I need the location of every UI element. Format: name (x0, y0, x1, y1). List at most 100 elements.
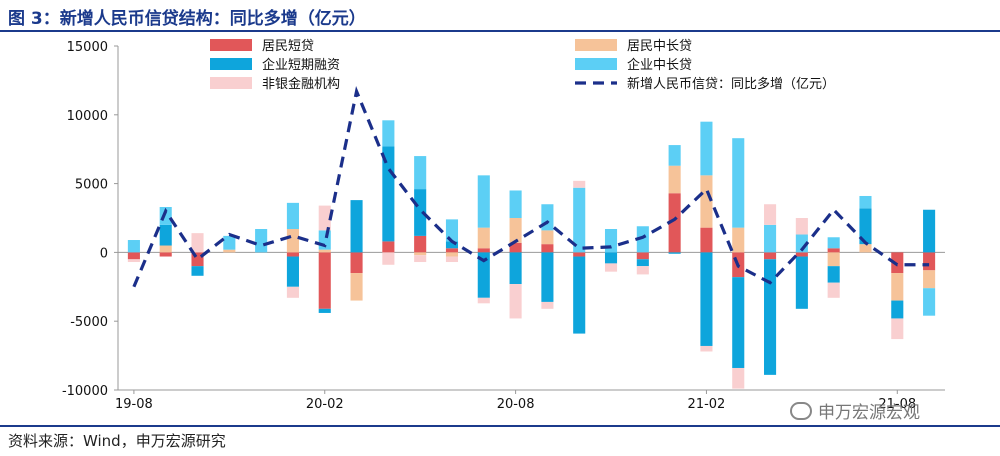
bar-segment (445, 219, 459, 242)
bar-segment (827, 282, 840, 298)
legend-label: 非银金融机构 (262, 76, 340, 92)
legend-swatch (210, 58, 252, 70)
bar-segment (350, 200, 363, 253)
bar-segment (414, 189, 427, 236)
y-tick-label: 10000 (67, 109, 108, 124)
bar-segment (700, 121, 713, 176)
bar-segment (795, 252, 808, 257)
bar-segment (541, 244, 554, 253)
chart-line (132, 85, 930, 288)
legend-swatch (210, 77, 252, 89)
title-divider (0, 30, 1000, 32)
bar-segment (159, 245, 172, 253)
bar-segment (573, 252, 586, 257)
x-tick-label: 21-02 (688, 397, 726, 412)
bar-segment (318, 205, 331, 231)
bar-segment (382, 252, 395, 265)
bar-segment (286, 229, 299, 253)
bar-segment (350, 252, 363, 274)
bar-segment (764, 252, 777, 260)
bar-segment (764, 204, 777, 225)
bar-segment (127, 259, 140, 263)
x-tick-label: 20-08 (497, 397, 535, 412)
bar-segment (477, 227, 490, 249)
bar-segment (859, 244, 872, 253)
bar-segment (509, 252, 522, 285)
chart-bars (127, 120, 936, 389)
bar-segment (414, 235, 427, 253)
bar-segment (541, 301, 554, 309)
bar-segment (255, 229, 268, 253)
legend-label: 居民中长贷 (627, 39, 692, 54)
bar-segment (445, 256, 459, 263)
y-tick-label: 5000 (75, 178, 108, 193)
bar-segment (923, 209, 936, 253)
bar-segment (827, 252, 840, 267)
wechat-icon (790, 401, 812, 420)
bar-segment (318, 252, 331, 309)
bar-segment (573, 256, 586, 334)
bar-segment (286, 252, 299, 257)
bar-segment (509, 284, 522, 319)
bar-segment (732, 138, 745, 228)
bar-segment (350, 273, 363, 301)
bar-segment (700, 227, 713, 253)
bar-segment (414, 156, 427, 190)
bar-segment (604, 252, 618, 264)
bar-segment (604, 229, 618, 253)
legend-label: 企业短期融资 (262, 57, 340, 73)
bar-segment (414, 252, 427, 256)
bar-segment (732, 367, 745, 389)
chart-axes: 15000 10000 5000 0 -5000 -10000 19-08 20-02 20-0… (62, 40, 945, 412)
bar-segment (700, 252, 713, 346)
y-tick-label: 0 (100, 246, 108, 261)
bar-segment (668, 165, 681, 194)
bar-segment (700, 175, 713, 228)
bar-segment (477, 248, 490, 253)
bar-segment (764, 224, 777, 253)
bar-segment (668, 145, 681, 166)
bar-segment (636, 266, 649, 275)
bar-segment (286, 286, 299, 298)
legend-label: 新增人民币信贷：同比多增（亿元） (627, 76, 835, 92)
bar-segment (477, 297, 490, 304)
bar-segment (223, 249, 236, 253)
bar-segment (859, 195, 872, 209)
legend-swatch (575, 39, 617, 51)
bar-segment (891, 318, 904, 340)
bar-segment (509, 218, 522, 243)
bar-segment (732, 227, 745, 253)
legend-label: 居民短贷 (262, 39, 314, 54)
bar-segment (732, 277, 745, 368)
bar-segment (445, 241, 459, 249)
bar-segment (445, 252, 459, 257)
bar-segment (573, 180, 586, 188)
bar-segment (477, 252, 490, 298)
bar-segment (318, 249, 331, 253)
bar-segment (668, 252, 681, 254)
bar-segment (286, 256, 299, 287)
legend-swatch (575, 58, 617, 70)
bar-segment (477, 175, 490, 228)
bar-segment (223, 235, 236, 250)
y-tick-label: -5000 (70, 315, 108, 330)
bar-segment (573, 187, 586, 253)
bar-segment (795, 218, 808, 235)
bar-segment (795, 256, 808, 309)
bar-segment (923, 270, 936, 289)
bar-segment (509, 242, 522, 253)
bar-segment (604, 263, 618, 272)
bar-segment (764, 259, 777, 375)
legend-swatch (210, 39, 252, 51)
bar-segment (827, 248, 840, 253)
bar-segment (382, 241, 395, 253)
bar-segment (636, 252, 649, 260)
legend-label: 企业中长贷 (627, 57, 692, 73)
bar-segment (541, 230, 554, 245)
bar-segment (891, 300, 904, 319)
bar-segment (700, 345, 713, 352)
bar-segment (923, 252, 936, 271)
bar-segment (127, 240, 140, 253)
x-tick-label: 20-02 (306, 397, 344, 412)
bar-segment (859, 208, 872, 245)
